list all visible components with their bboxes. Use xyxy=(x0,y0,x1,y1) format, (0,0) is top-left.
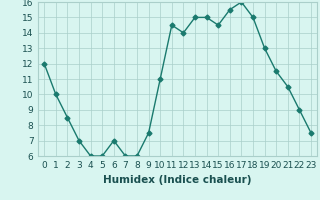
X-axis label: Humidex (Indice chaleur): Humidex (Indice chaleur) xyxy=(103,175,252,185)
